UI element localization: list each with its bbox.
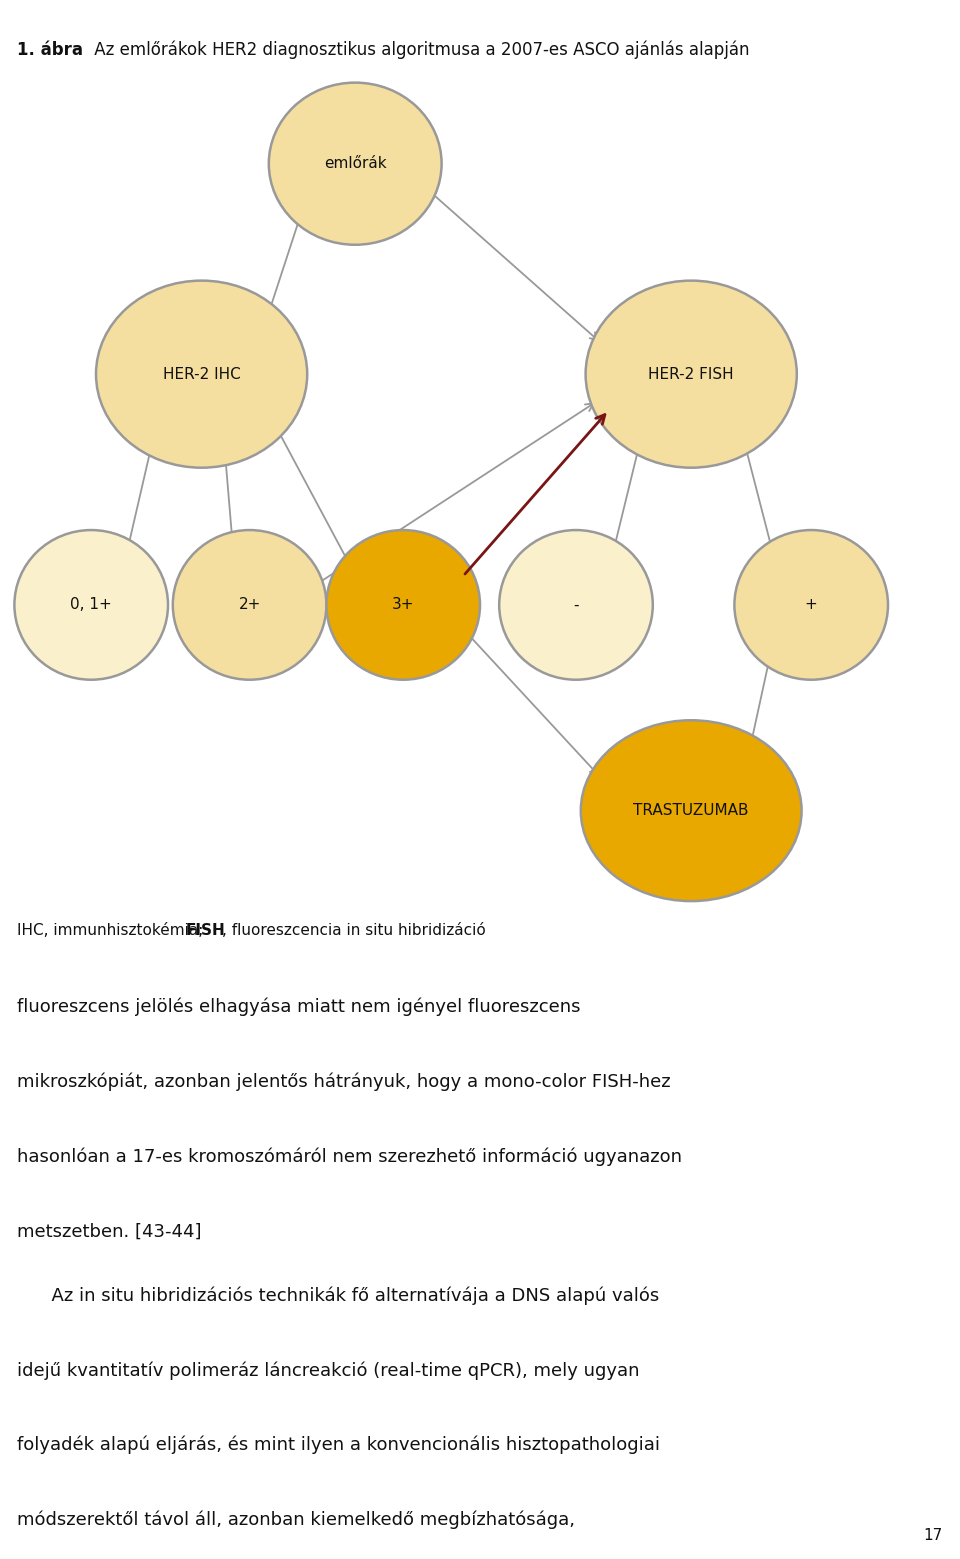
Text: FISH: FISH	[185, 923, 225, 939]
Text: IHC, immunhisztokémia;: IHC, immunhisztokémia;	[17, 923, 208, 939]
Text: 0, 1+: 0, 1+	[70, 597, 112, 613]
Text: folyadék alapú eljárás, és mint ilyen a konvencionális hisztopathologiai: folyadék alapú eljárás, és mint ilyen a …	[17, 1436, 660, 1455]
Text: metszetben. [43-44]: metszetben. [43-44]	[17, 1222, 202, 1241]
Text: +: +	[804, 597, 818, 613]
Ellipse shape	[173, 530, 326, 680]
Text: , fluoreszcencia in situ hibridizáció: , fluoreszcencia in situ hibridizáció	[222, 923, 486, 939]
Ellipse shape	[96, 281, 307, 468]
Ellipse shape	[499, 530, 653, 680]
Text: mikroszkópiát, azonban jelentős hátrányuk, hogy a mono-color FISH-hez: mikroszkópiát, azonban jelentős hátrányu…	[17, 1073, 671, 1091]
Text: hasonlóan a 17-es kromoszómáról nem szerezhető információ ugyanazon: hasonlóan a 17-es kromoszómáról nem szer…	[17, 1147, 683, 1166]
Text: 2+: 2+	[238, 597, 261, 613]
Text: HER-2 FISH: HER-2 FISH	[648, 366, 734, 382]
Ellipse shape	[269, 83, 442, 245]
Ellipse shape	[14, 530, 168, 680]
Text: 1. ábra: 1. ábra	[17, 41, 84, 59]
Text: 17: 17	[924, 1528, 943, 1543]
Text: idejű kvantitatív polimeráz láncreakció (real-time qPCR), mely ugyan: idejű kvantitatív polimeráz láncreakció …	[17, 1361, 639, 1380]
Text: Az in situ hibridizációs technikák fő alternatívája a DNS alapú valós: Az in situ hibridizációs technikák fő al…	[17, 1286, 660, 1305]
Ellipse shape	[326, 530, 480, 680]
Text: HER-2 IHC: HER-2 IHC	[163, 366, 240, 382]
Ellipse shape	[734, 530, 888, 680]
Text: módszerektől távol áll, azonban kiemelkedő megbízhatósága,: módszerektől távol áll, azonban kiemelke…	[17, 1511, 575, 1529]
Ellipse shape	[586, 281, 797, 468]
Text: emlőrák: emlőrák	[324, 156, 387, 171]
Text: TRASTUZUMAB: TRASTUZUMAB	[634, 803, 749, 818]
Text: Az emlőrákok HER2 diagnosztikus algoritmusa a 2007-es ASCO ajánlás alapján: Az emlőrákok HER2 diagnosztikus algoritm…	[89, 41, 750, 59]
Text: -: -	[573, 597, 579, 613]
Text: fluoreszcens jelölés elhagyása miatt nem igényel fluoreszcens: fluoreszcens jelölés elhagyása miatt nem…	[17, 998, 581, 1016]
Text: 3+: 3+	[392, 597, 415, 613]
Ellipse shape	[581, 720, 802, 901]
